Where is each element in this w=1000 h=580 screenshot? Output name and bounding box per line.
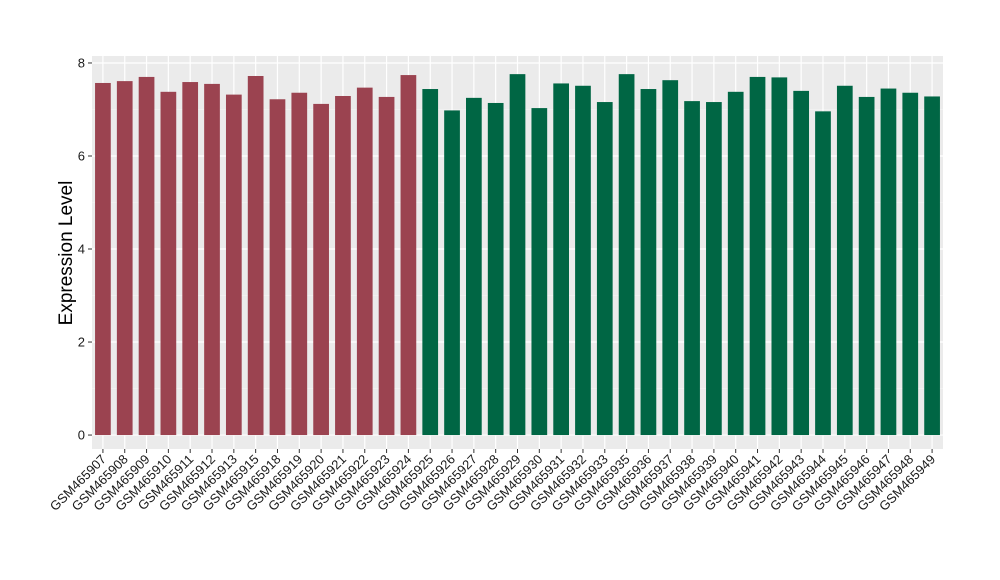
bar-GSM465920 xyxy=(313,103,329,436)
bar-GSM465922 xyxy=(356,87,373,436)
y-tick-label: 8 xyxy=(78,55,85,70)
bar-GSM465928 xyxy=(487,102,504,436)
y-axis-title: Expression Level xyxy=(56,181,77,326)
bars xyxy=(95,74,940,436)
bar-GSM465912 xyxy=(204,83,220,436)
y-axis: 0 2 4 6 8 xyxy=(78,55,92,443)
bar-GSM465923 xyxy=(378,96,395,436)
bar-GSM465915 xyxy=(247,75,264,436)
bar-GSM465939 xyxy=(706,102,722,436)
bar-GSM465942 xyxy=(771,77,788,436)
bar-GSM465913 xyxy=(225,94,242,436)
bar-GSM465937 xyxy=(662,80,679,436)
bar-GSM465941 xyxy=(749,76,766,436)
bar-GSM465940 xyxy=(727,91,744,436)
bar-GSM465931 xyxy=(553,83,569,436)
bar-GSM465932 xyxy=(575,85,591,436)
y-tick-label: 0 xyxy=(78,428,85,443)
bar-GSM465907 xyxy=(95,82,111,436)
bar-GSM465910 xyxy=(160,91,177,436)
bar-GSM465918 xyxy=(269,99,286,436)
bar-GSM465936 xyxy=(640,89,657,436)
bar-GSM465909 xyxy=(138,76,155,436)
bar-GSM465947 xyxy=(880,88,897,436)
bar-GSM465930 xyxy=(531,108,548,436)
bar-GSM465921 xyxy=(335,95,351,436)
bar-GSM465943 xyxy=(793,90,810,436)
bar-GSM465935 xyxy=(618,74,635,436)
bar-GSM465908 xyxy=(116,81,133,436)
bar-GSM465926 xyxy=(444,110,460,436)
bar-GSM465946 xyxy=(858,96,875,436)
bar-GSM465929 xyxy=(509,74,526,436)
bar-GSM465919 xyxy=(291,92,308,436)
x-axis: GSM465907GSM465908GSM465909GSM465910GSM4… xyxy=(47,449,938,514)
bar-GSM465949 xyxy=(924,96,940,436)
bar-GSM465925 xyxy=(422,89,439,436)
bar-GSM465944 xyxy=(815,111,831,436)
bar-GSM465924 xyxy=(400,75,417,436)
bar-GSM465927 xyxy=(466,97,482,436)
bar-GSM465933 xyxy=(596,102,613,436)
bar-GSM465948 xyxy=(902,92,919,436)
y-tick-label: 4 xyxy=(78,242,85,257)
y-tick-label: 6 xyxy=(78,148,85,163)
bar-GSM465938 xyxy=(684,101,700,436)
bar-GSM465945 xyxy=(836,85,853,436)
y-tick-label: 2 xyxy=(78,335,85,350)
bar-GSM465911 xyxy=(182,82,199,436)
